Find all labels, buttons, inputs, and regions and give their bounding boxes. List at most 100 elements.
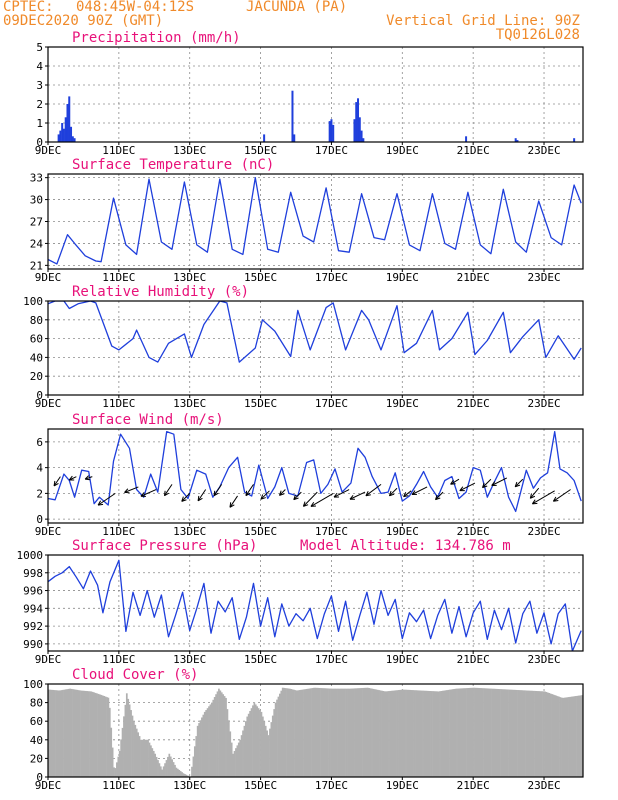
wind-arrow-shaft [293,491,302,501]
cloud-cover-area-column [549,693,552,777]
precipitation-bar [332,124,335,142]
cloud-cover-area-column [301,689,304,777]
cloud-cover-area-column [572,696,575,777]
surface-wind-xtick-label: 15DEC [244,525,277,538]
cloud-cover-area-column [468,687,471,777]
cloud-cover-area-column [246,716,249,777]
surface-pressure-xtick-label: 13DEC [173,653,206,666]
cloud-cover-area-column [534,690,536,777]
cloud-cover-area-column [375,689,378,777]
cloud-cover-area-column [508,689,511,777]
relative-humidity-xtick-label: 23DEC [527,397,560,410]
cloud-cover-area-column [354,688,356,777]
cloud-cover-ytick-label: 100 [23,678,43,691]
cloud-cover-area-column [56,690,59,777]
cloud-cover-area-column [159,766,162,777]
cloud-cover-area-column [446,690,448,777]
cloud-cover-area-column [422,690,424,777]
cloud-cover-area-column [399,689,402,777]
surface-temperature-ytick-label: 30 [30,194,43,207]
cloud-cover-xtick-label: 13DEC [173,779,206,792]
wind-arrow-shaft [310,492,334,507]
cloud-cover-area-column [191,766,193,777]
surface-pressure-xtick-label: 19DEC [386,653,419,666]
precipitation-bar [62,128,65,142]
precipitation-bar [362,138,365,142]
cloud-cover-area-column [155,756,158,777]
cloud-cover-area-column [412,690,414,777]
surface-pressure-annotation: Model Altitude: 134.786 m [300,538,511,554]
cloud-cover-area-column [392,690,395,777]
cloud-cover-area-column [573,696,576,777]
cloud-cover-area-column [300,689,302,777]
cloud-cover-area-column [531,690,533,777]
precipitation-ytick-label: 4 [36,60,43,73]
wind-arrow-head [303,504,309,507]
cloud-cover-area-column [118,750,121,777]
cloud-cover-area-column [342,688,345,777]
cloud-cover-area-column [216,691,219,777]
cloud-cover-area-column [337,688,339,777]
cloud-cover-area-column [57,690,60,777]
cloud-cover-area-column [373,689,376,777]
cloud-cover-area-column [568,697,570,777]
cloud-cover-area-column [524,690,526,777]
relative-humidity-xtick-label: 11DEC [102,397,135,410]
wind-arrow-shaft [68,476,77,481]
wind-arrow-shaft [84,476,93,480]
cloud-cover-area-column [352,688,355,777]
cloud-cover-area-column [320,688,322,777]
cloud-cover-area-column [498,689,501,777]
cloud-cover-area-column [72,689,74,777]
cloud-cover-title: Cloud Cover (%) [72,667,198,683]
cloud-cover-area-column [225,697,227,777]
cloud-cover-area-column [576,695,579,777]
cloud-cover-area-column [556,696,559,777]
surface-wind-xtick-label: 23DEC [527,525,560,538]
cloud-cover-area-column [67,688,70,777]
cloud-cover-area-column [451,689,454,777]
cloud-cover-area-column [60,690,63,777]
cloud-cover-area-column [101,695,104,777]
cloud-cover-area-column [429,690,431,777]
precipitation-panel: 0 1 2 3 4 5 9DEC 11DEC 13DEC 15DEC 17DEC 19DEC 21DEC… [35,30,584,157]
surface-temperature-ytick-label: 27 [30,216,43,229]
cloud-cover-area-column [485,688,488,777]
precipitation-bar [70,126,73,142]
cloud-cover-area-column [434,691,437,777]
header-coordinates: 048:45W-04:12S [76,0,195,15]
precipitation-bar [71,136,74,142]
wind-arrow-shaft [260,490,270,500]
cloud-cover-area-column [565,697,568,777]
wind-arrow-shaft [529,487,540,499]
cloud-cover-area-column [117,756,120,777]
surface-pressure-xtick-label: 15DEC [244,653,277,666]
wind-arrow-head [245,490,248,496]
header-vertical-grid: Vertical Grid Line: 90Z [386,13,580,29]
relative-humidity-frame [47,300,584,396]
cloud-cover-area-column [169,756,172,777]
cloud-cover-area-column [286,688,288,777]
cloud-cover-area-column [447,689,450,777]
cloud-cover-area-column [473,687,475,777]
cloud-cover-area-column [358,688,361,777]
cloud-cover-area-column [142,739,145,777]
wind-arrow-shaft [482,478,492,488]
cloud-cover-area-column [484,688,487,777]
precipitation-bar [516,140,519,142]
cloud-cover-area-column [287,688,290,777]
surface-temperature-xtick-label: 21DEC [457,271,490,284]
cloud-cover-area-column [254,704,257,777]
cloud-cover-area-column [108,707,111,777]
surface-temperature-ytick-label: 21 [30,259,43,272]
wind-arrow-shaft [197,489,207,502]
surface-pressure-ytick-label: 1000 [17,549,44,562]
cloud-cover-area-column [461,688,464,777]
precipitation-title: Precipitation (mm/h) [72,30,241,46]
cloud-cover-area-column [488,688,491,777]
cloud-cover-area-column [344,688,346,777]
relative-humidity-xtick-label: 9DEC [35,397,62,410]
cloud-cover-area-column [213,697,216,777]
wind-arrow-head [181,499,187,502]
cloud-cover-area-column [407,689,410,777]
